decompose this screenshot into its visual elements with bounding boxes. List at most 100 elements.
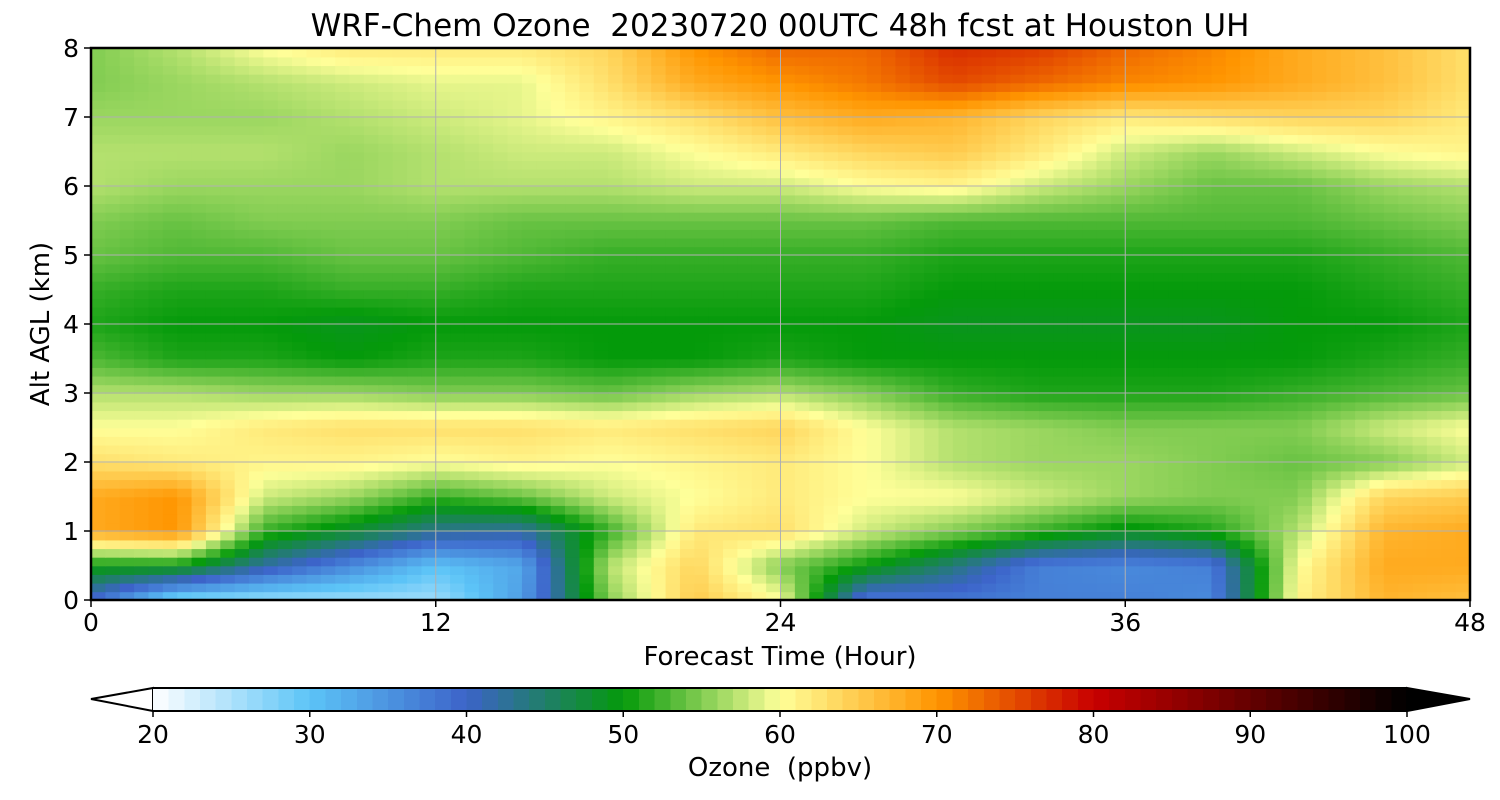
heatmap-cell [536,160,552,170]
heatmap-cell [249,487,265,498]
heatmap-cell [737,505,753,515]
heatmap-cell [1024,548,1040,558]
heatmap-cell [1254,574,1270,584]
heatmap-cell [1096,375,1112,386]
heatmap-cell [162,375,178,386]
heatmap-cell [1426,582,1443,593]
heatmap-cell [780,462,796,472]
heatmap-cell [1110,574,1127,584]
heatmap-cell [550,384,566,394]
heatmap-cell [1225,539,1241,550]
heatmap-cell [837,358,854,368]
heatmap-cell [119,186,135,196]
heatmap-cell [852,341,868,351]
heatmap-cell [292,470,308,481]
heatmap-cell [277,384,293,394]
heatmap-cell [823,306,839,317]
heatmap-cell [335,358,351,368]
heatmap-cell [1355,194,1371,205]
heatmap-cell [205,229,222,239]
heatmap-cell [507,427,523,437]
heatmap-cell [1254,582,1270,593]
heatmap-cell [565,186,581,196]
heatmap-cell [363,462,380,472]
heatmap-cell [191,436,207,446]
heatmap-cell [407,263,423,274]
heatmap-cell [1426,453,1443,463]
heatmap-cell [134,220,150,230]
heatmap-cell [1039,203,1055,213]
heatmap-cell [809,280,825,291]
heatmap-cell [1010,332,1026,343]
heatmap-cell [708,556,724,567]
heatmap-cell [823,591,839,600]
heatmap-cell [938,349,954,360]
heatmap-cell [320,367,336,377]
heatmap-cell [593,263,609,274]
heatmap-cell [263,168,279,179]
heatmap-cell [220,306,236,317]
heatmap-cell [335,427,351,437]
heatmap-cell [335,332,351,343]
heatmap-cell [1254,462,1270,472]
heatmap-cell [837,375,854,386]
heatmap-cell [924,427,940,437]
heatmap-cell [651,393,667,403]
heatmap-cell [1039,479,1055,489]
heatmap-cell [435,513,451,524]
heatmap-cell [392,531,408,541]
heatmap-cell [751,349,767,360]
heatmap-cell [1355,324,1371,334]
heatmap-cell [507,487,523,498]
heatmap-cell [708,591,724,600]
heatmap-cell [421,272,437,282]
heatmap-cell [708,522,724,532]
heatmap-cell [1412,194,1428,205]
heatmap-cell [134,531,150,541]
heatmap-cell [1398,539,1414,550]
heatmap-cell [1110,280,1127,291]
heatmap-cell [521,522,538,532]
heatmap-cell [1340,237,1356,248]
heatmap-cell [148,211,164,222]
heatmap-cell [349,375,365,386]
heatmap-cell [162,427,178,437]
heatmap-cell [1297,315,1313,325]
heatmap-cell [1168,401,1184,412]
heatmap-cell [593,496,609,506]
heatmap-cell [967,479,983,489]
heatmap-cell [349,393,365,403]
heatmap-cell [593,444,609,455]
heatmap-cell [579,349,595,360]
heatmap-cell [823,211,839,222]
heatmap-cell [1426,220,1443,230]
heatmap-cell [924,367,940,377]
heatmap-cell [507,349,523,360]
heatmap-cell [277,479,293,489]
heatmap-cell [636,168,653,179]
heatmap-cell [794,539,811,550]
heatmap-cell [1182,349,1198,360]
heatmap-cell [550,220,566,230]
heatmap-cell [1067,522,1083,532]
heatmap-cell [1197,574,1213,584]
heatmap-cell [895,177,911,187]
heatmap-cell [1340,505,1356,515]
heatmap-cell [1441,186,1457,196]
heatmap-cell [1412,367,1428,377]
heatmap-cell [1039,582,1055,593]
heatmap-cell [837,160,854,170]
heatmap-cell [421,280,437,291]
heatmap-cell [1024,487,1040,498]
heatmap-cell [536,393,552,403]
heatmap-cell [1125,246,1141,256]
heatmap-cell [205,522,222,532]
heatmap-cell [1153,565,1170,575]
heatmap-cell [1311,289,1328,299]
heatmap-cell [493,289,509,299]
heatmap-cell [493,384,509,394]
heatmap-cell [493,237,509,248]
heatmap-cell [1067,479,1083,489]
heatmap-cell [407,565,423,575]
heatmap-cell [909,272,925,282]
